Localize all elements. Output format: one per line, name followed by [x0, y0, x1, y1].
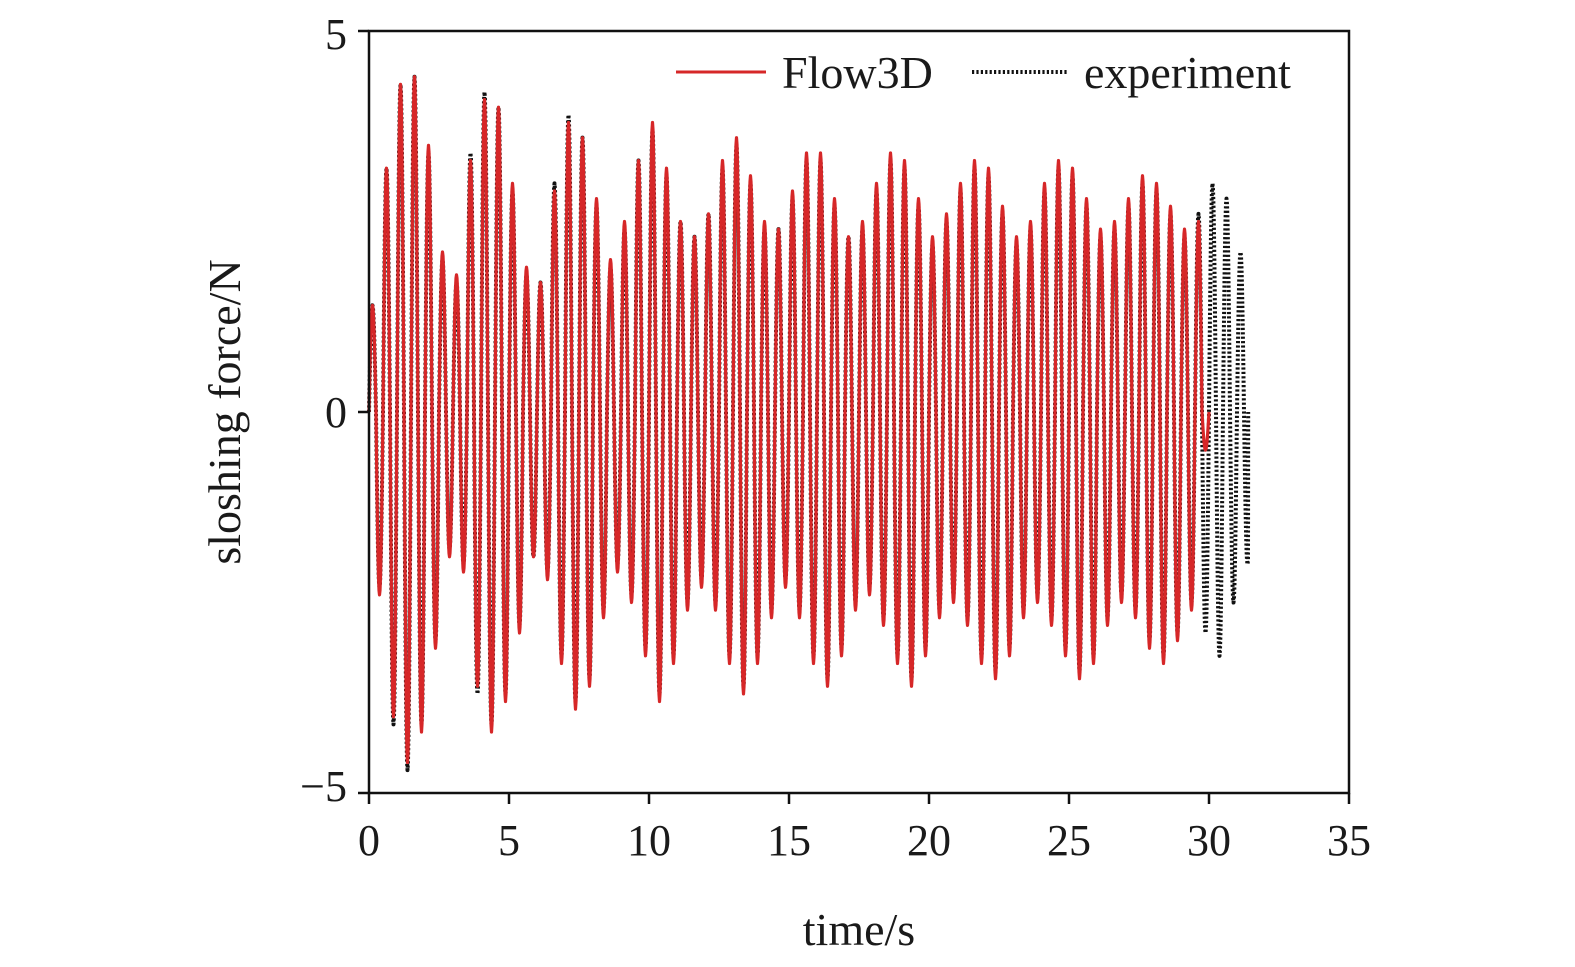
- legend: Flow3D experiment: [676, 47, 1291, 98]
- tick-layer: [358, 29, 1351, 804]
- x-tick-label: 0: [358, 816, 380, 865]
- series-layer: [367, 74, 1251, 773]
- legend-label-experiment: experiment: [1084, 47, 1291, 98]
- y-tick-labels: −5 0 5: [300, 10, 347, 811]
- series-line-flow3d: [367, 75, 1211, 765]
- y-tick-label: 0: [325, 388, 347, 437]
- x-tick-label: 10: [627, 816, 671, 865]
- x-tick-label: 15: [767, 816, 811, 865]
- y-tick-label: 5: [325, 10, 347, 59]
- legend-label-flow3d: Flow3D: [782, 47, 933, 98]
- y-tick-label: −5: [300, 762, 347, 811]
- x-tick-label: 35: [1327, 816, 1371, 865]
- x-axis-title: time/s: [803, 904, 915, 955]
- x-tick-labels: 0 5 10 15 20 25 30 35: [358, 816, 1371, 865]
- x-tick-label: 25: [1047, 816, 1091, 865]
- x-tick-label: 20: [907, 816, 951, 865]
- x-tick-label: 5: [498, 816, 520, 865]
- x-tick-label: 30: [1187, 816, 1231, 865]
- y-axis-title: sloshing force/N: [199, 259, 250, 564]
